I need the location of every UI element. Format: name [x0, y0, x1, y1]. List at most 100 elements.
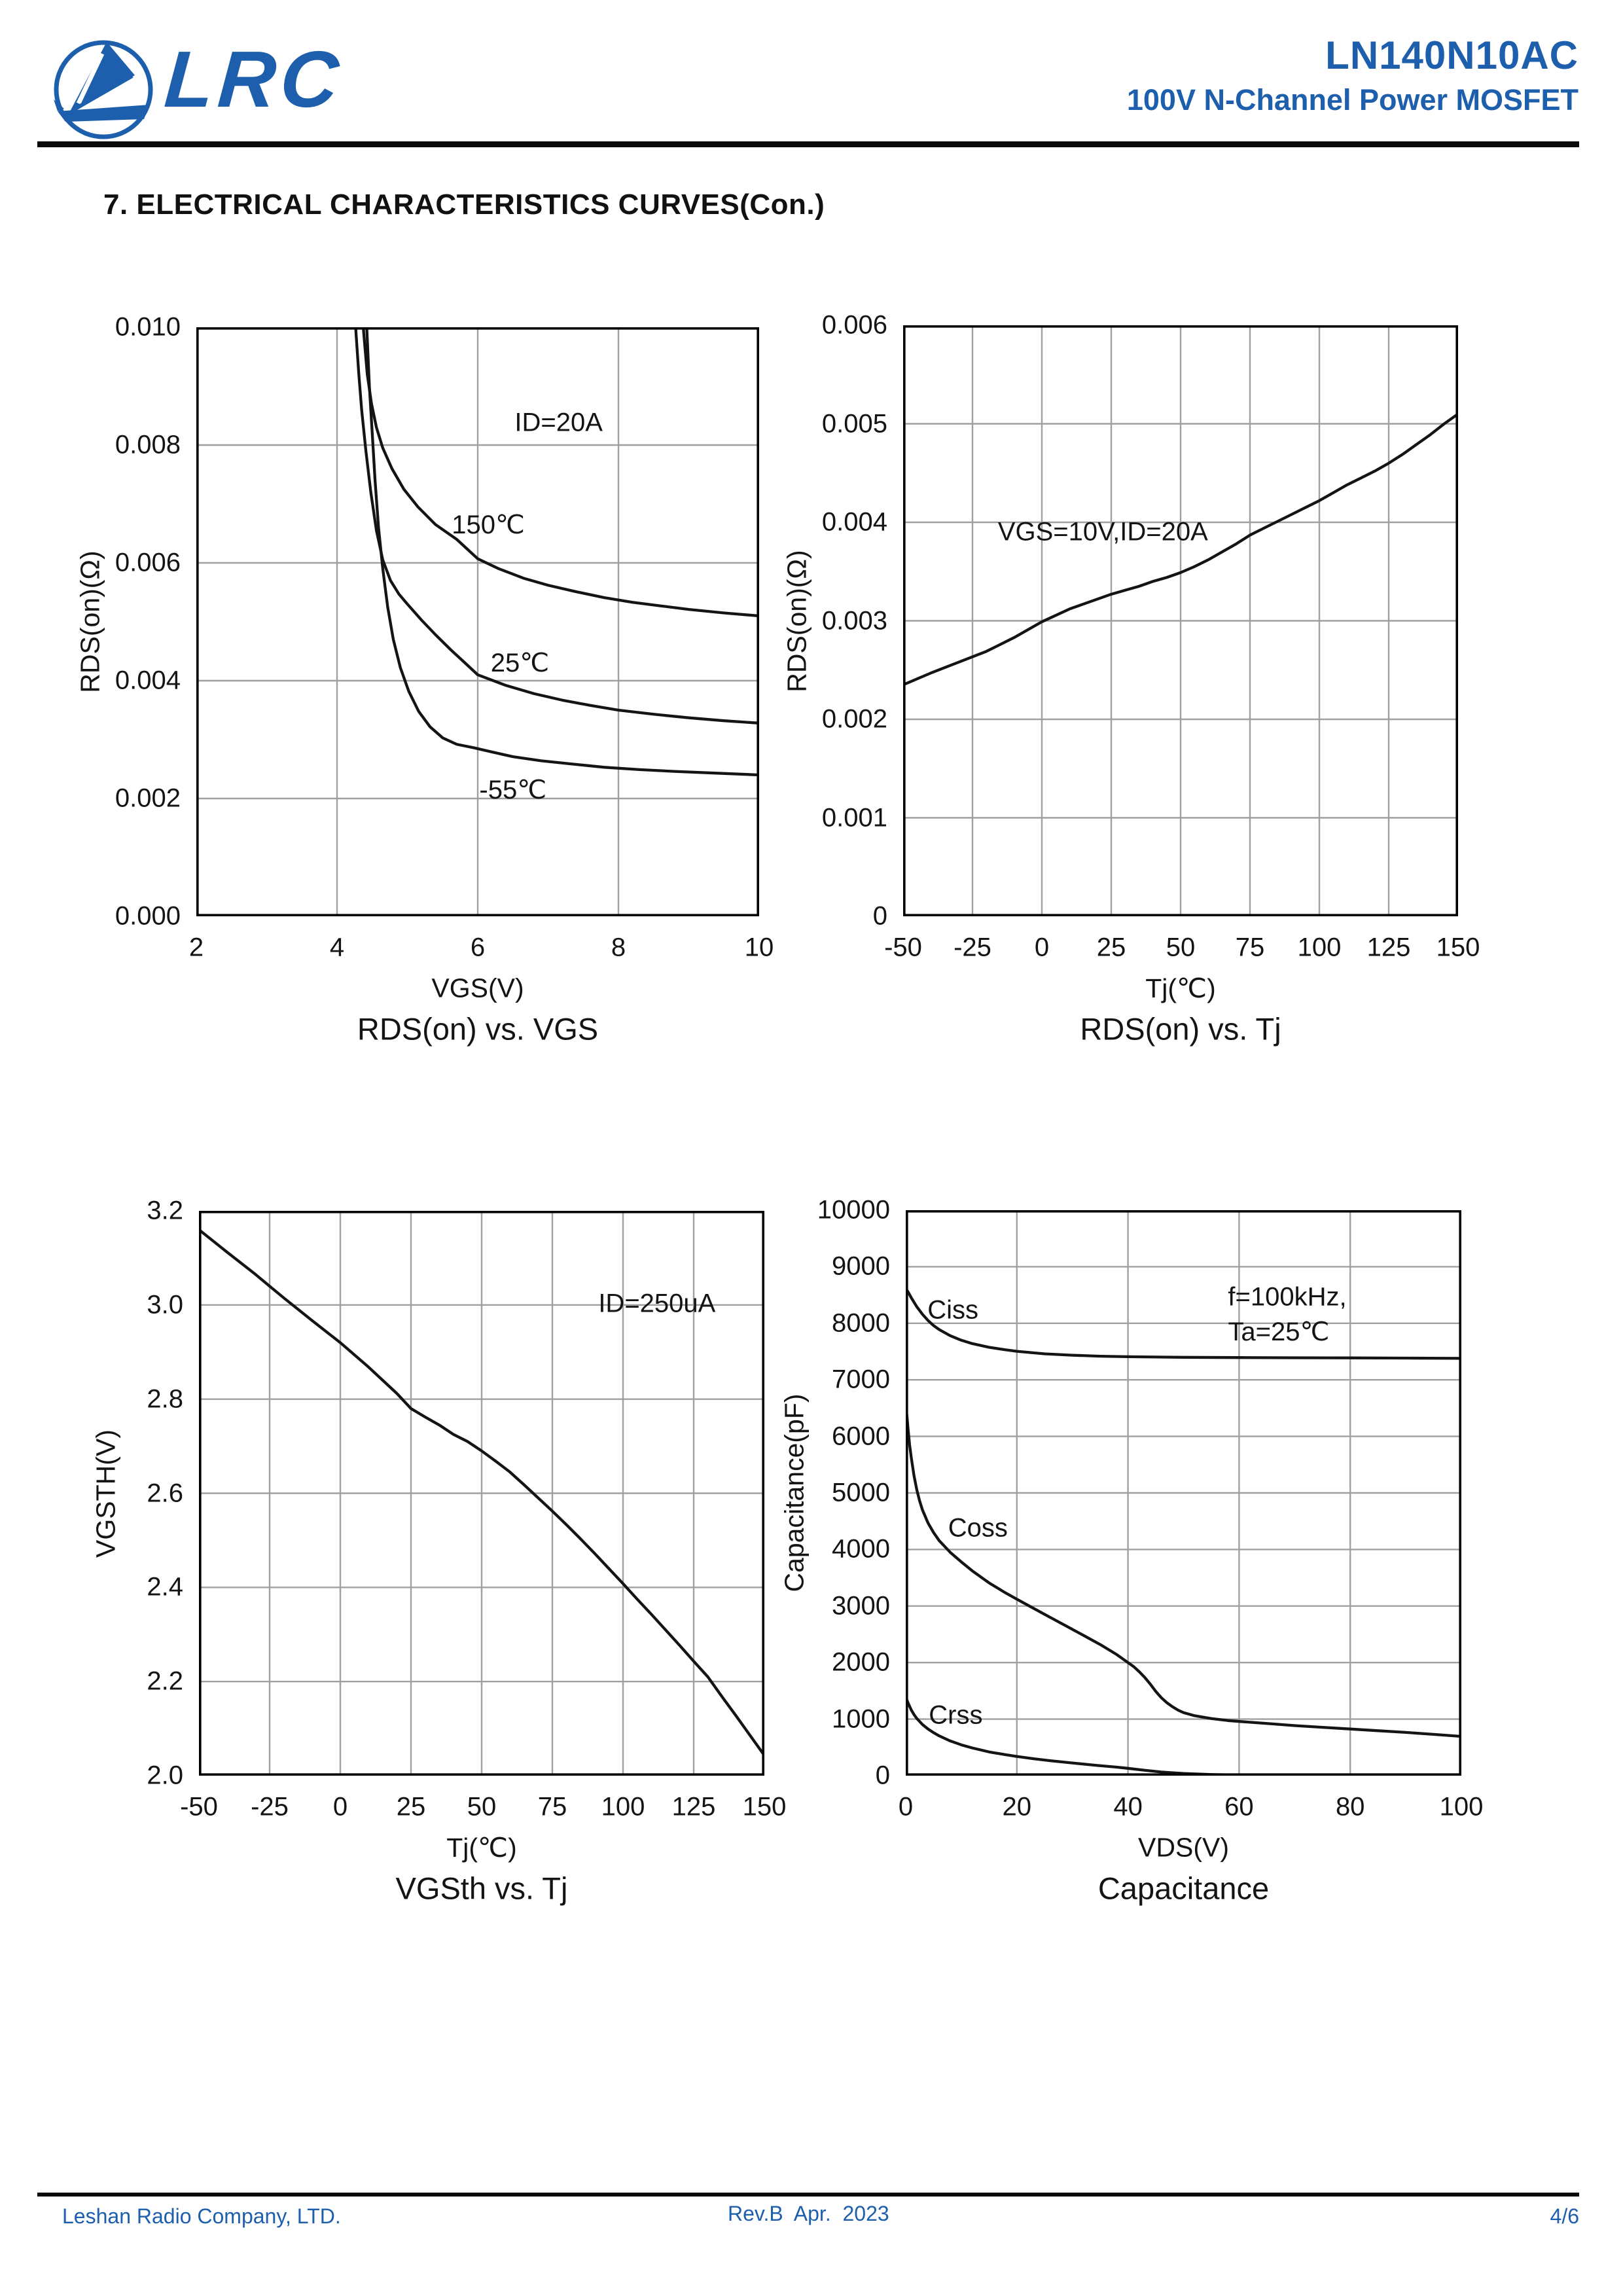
curve-crss	[906, 1696, 1461, 1776]
y-tick-label: 0.002	[115, 783, 181, 813]
device-subtitle: 100V N-Channel Power MOSFET	[1126, 83, 1578, 117]
x-tick-label: 20	[1002, 1792, 1032, 1821]
annotation: ID=250uA	[598, 1289, 716, 1318]
plot-area-capacitance	[906, 1210, 1461, 1776]
y-axis-title: RDS(on)(Ω)	[781, 549, 812, 692]
x-tick-label: -50	[884, 933, 922, 962]
lrc-sailboat-circle-icon	[54, 40, 153, 139]
y-tick-label: 5000	[832, 1478, 890, 1507]
y-tick-label: 2.8	[147, 1384, 183, 1414]
footer-revision: Rev.B Apr. 2023	[728, 2202, 889, 2225]
y-tick-label: 0.006	[115, 548, 181, 577]
header-divider	[37, 141, 1579, 147]
x-tick-label: 50	[1166, 933, 1196, 962]
x-tick-label: 50	[467, 1792, 497, 1821]
part-number-title: LN140N10AC	[1325, 33, 1578, 77]
x-axis-title: Tj(℃)	[446, 1833, 517, 1863]
x-tick-label: -25	[954, 933, 991, 962]
x-tick-label: 2	[188, 933, 204, 962]
plot-area-rdson-vs-vgs	[196, 327, 759, 916]
x-tick-label: -25	[251, 1792, 289, 1821]
y-tick-label: 2.4	[147, 1572, 183, 1602]
y-axis-title: RDS(on)(Ω)	[75, 550, 105, 693]
x-tick-label: 0	[898, 1792, 914, 1821]
x-axis-title: Tj(℃)	[1145, 973, 1216, 1003]
chart-title: VGSth vs. Tj	[395, 1871, 568, 1906]
annotation: 150℃	[452, 510, 525, 539]
y-tick-label: 0.004	[821, 507, 887, 537]
y-tick-label: 9000	[832, 1251, 890, 1281]
y-tick-label: 6000	[832, 1422, 890, 1451]
x-tick-label: 100	[601, 1792, 645, 1821]
y-tick-label: 3000	[832, 1591, 890, 1621]
x-tick-label: 25	[1096, 933, 1126, 962]
plot-area-vgsth-vs-tj	[199, 1211, 764, 1776]
x-tick-label: 0	[332, 1792, 348, 1821]
y-tick-label: 2.0	[147, 1761, 183, 1790]
x-tick-label: 80	[1335, 1792, 1365, 1821]
y-axis-title: Capacitance(pF)	[779, 1393, 810, 1592]
y-tick-label: 4000	[832, 1534, 890, 1564]
x-tick-label: -50	[180, 1792, 218, 1821]
curve-150c	[362, 327, 759, 618]
footer-company: Leshan Radio Company, LTD.	[62, 2204, 341, 2228]
y-tick-label: 3.2	[147, 1196, 183, 1225]
annotation: 25℃	[490, 649, 550, 677]
y-tick-label: 0.000	[115, 901, 181, 931]
chart-title: RDS(on) vs. Tj	[1080, 1011, 1281, 1047]
annotation: Ta=25℃	[1228, 1317, 1330, 1346]
y-tick-label: 0	[875, 1761, 890, 1790]
y-tick-label: 0.001	[821, 803, 887, 832]
x-tick-label: 100	[1297, 933, 1342, 962]
y-tick-label: 0.004	[115, 666, 181, 695]
y-tick-label: 8000	[832, 1308, 890, 1338]
curve-minus55c	[365, 327, 759, 777]
x-tick-label: 4	[329, 933, 345, 962]
y-tick-label: 0.006	[821, 310, 887, 340]
annotation: Crss	[929, 1700, 983, 1730]
y-tick-label: 0.008	[115, 430, 181, 459]
section-heading: 7. ELECTRICAL CHARACTERISTICS CURVES(Con…	[103, 188, 825, 221]
x-tick-label: 75	[537, 1792, 567, 1821]
curve-ciss	[906, 1287, 1461, 1360]
footer-page-number: 4/6	[1550, 2204, 1579, 2228]
x-tick-label: 60	[1224, 1792, 1254, 1821]
curve-coss	[906, 1407, 1461, 1738]
x-tick-label: 125	[1366, 933, 1411, 962]
annotation: -55℃	[479, 775, 547, 804]
curve-vgsth	[199, 1228, 764, 1757]
y-tick-label: 10000	[817, 1195, 890, 1225]
chart-title: Capacitance	[1097, 1871, 1270, 1906]
y-tick-label: 0.002	[821, 704, 887, 734]
y-tick-label: 2.2	[147, 1666, 183, 1696]
annotation: f=100kHz,	[1228, 1282, 1347, 1312]
x-axis-title: VGS(V)	[431, 973, 524, 1003]
curve-rdson-tj	[903, 412, 1458, 687]
annotation: Coss	[948, 1513, 1008, 1543]
x-tick-label: 25	[396, 1792, 426, 1821]
x-tick-label: 150	[742, 1792, 787, 1821]
x-tick-label: 10	[744, 933, 774, 962]
x-tick-label: 100	[1439, 1792, 1484, 1821]
annotation: Ciss	[927, 1295, 979, 1325]
y-tick-label: 2.6	[147, 1479, 183, 1507]
x-tick-label: 0	[1034, 933, 1050, 962]
y-tick-label: 0.003	[821, 606, 887, 635]
x-tick-label: 150	[1436, 933, 1480, 962]
x-axis-title: VDS(V)	[1138, 1832, 1229, 1863]
y-tick-label: 0.005	[821, 409, 887, 438]
annotation: VGS=10V,ID=20A	[997, 517, 1208, 547]
annotation: ID=20A	[514, 408, 603, 437]
x-tick-label: 75	[1235, 933, 1265, 962]
y-tick-label: 3.0	[147, 1290, 183, 1319]
plot-area-rdson-vs-tj	[903, 325, 1458, 916]
y-tick-label: 7000	[832, 1365, 890, 1394]
x-tick-label: 40	[1113, 1792, 1143, 1821]
curve-25c	[354, 327, 759, 725]
y-tick-label: 2000	[832, 1647, 890, 1677]
